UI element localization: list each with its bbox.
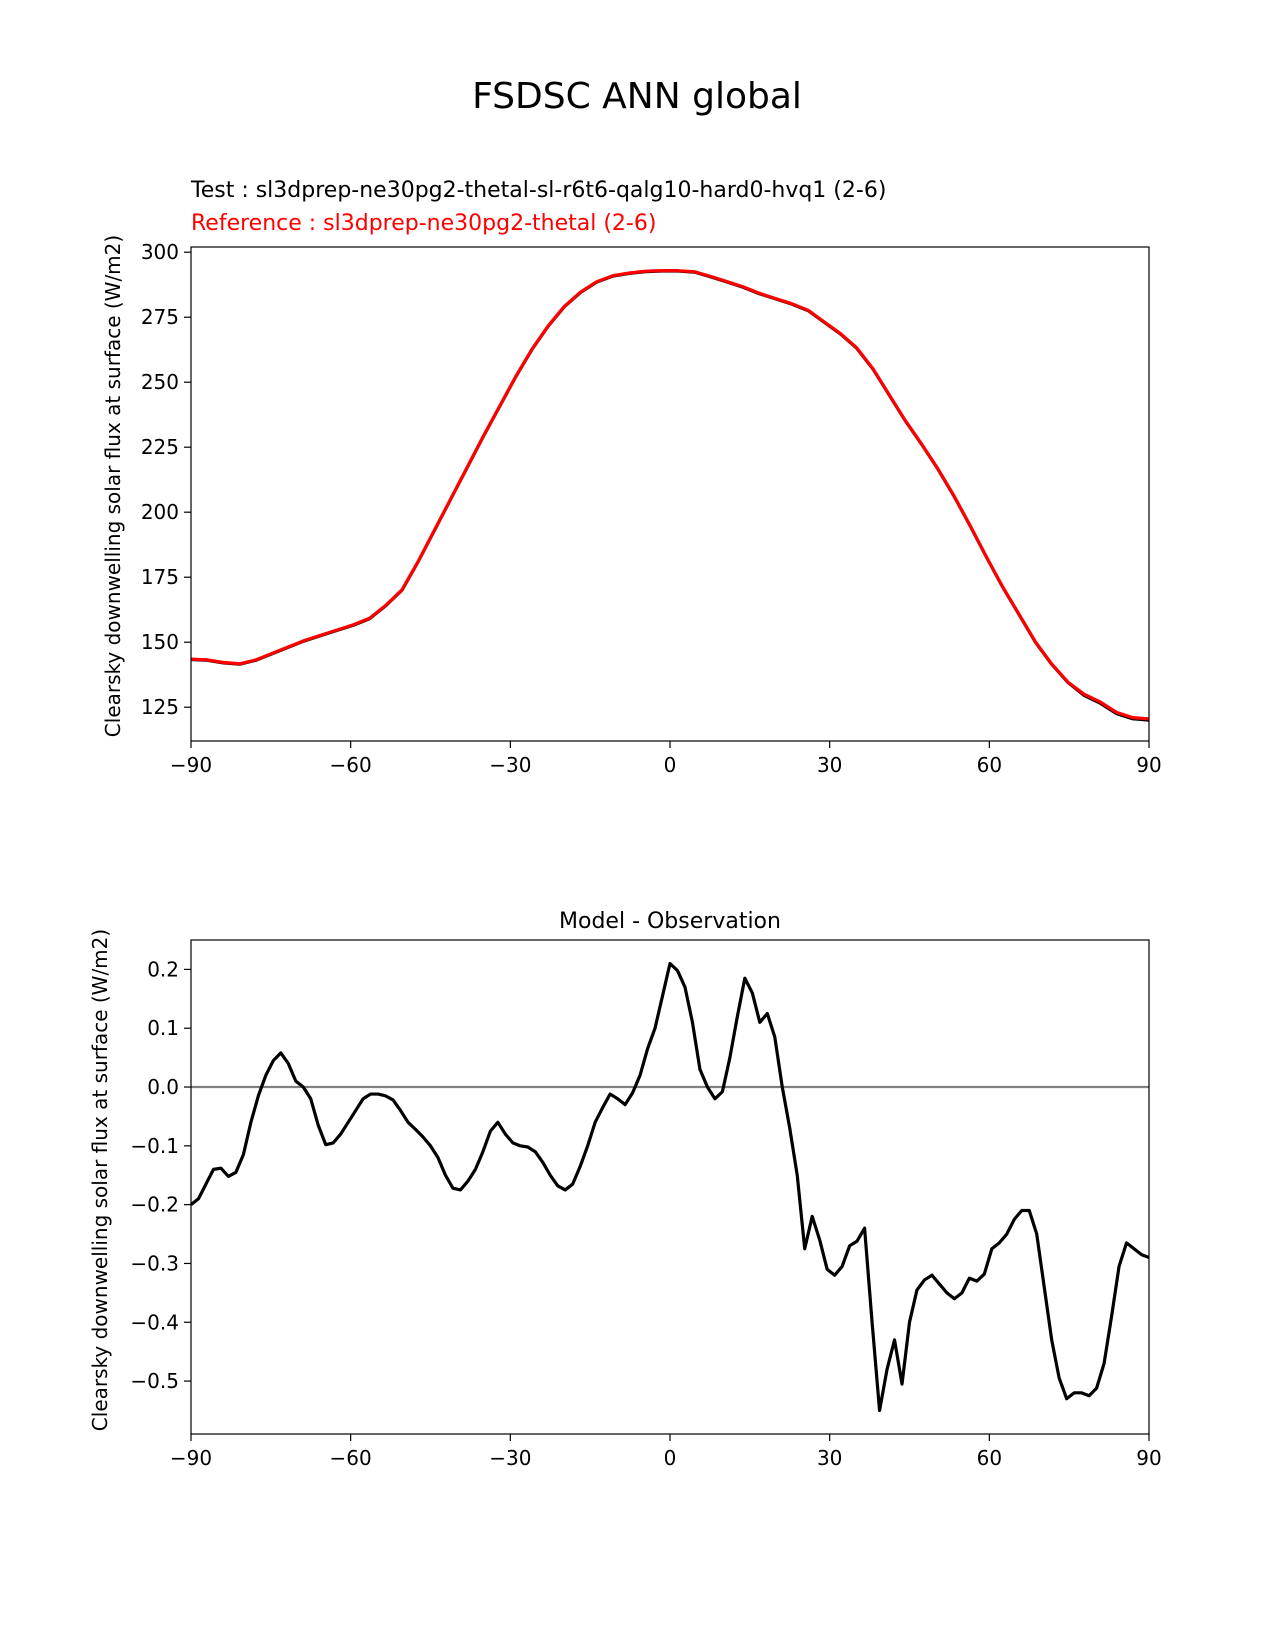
y-tick-label: −0.2 [130, 1193, 179, 1217]
x-tick-label: 90 [1136, 1446, 1161, 1470]
x-tick-label: 30 [817, 1446, 842, 1470]
x-tick-label: −90 [170, 1446, 212, 1470]
test-label: Test : sl3dprep-ne30pg2-thetal-sl-r6t6-q… [190, 178, 886, 203]
x-tick-label: 30 [817, 753, 842, 777]
bottom-title: Model - Observation [559, 909, 781, 934]
y-tick-label: 300 [141, 240, 179, 264]
top-ylabel: Clearsky downwelling solar flux at surfa… [101, 235, 125, 737]
x-tick-label: 0 [664, 1446, 677, 1470]
reference-label: Reference : sl3dprep-ne30pg2-thetal (2-6… [191, 211, 656, 236]
y-tick-label: 275 [141, 305, 179, 329]
top-panel: Test : sl3dprep-ne30pg2-thetal-sl-r6t6-q… [101, 178, 1162, 777]
y-tick-label: 0.1 [147, 1016, 179, 1040]
x-tick-label: −90 [170, 753, 212, 777]
x-tick-label: −30 [489, 1446, 531, 1470]
x-tick-label: −30 [489, 753, 531, 777]
bottom-ylabel: Clearsky downwelling solar flux at surfa… [88, 929, 112, 1431]
figure-suptitle: FSDSC ANN global [472, 76, 802, 117]
y-tick-label: 200 [141, 500, 179, 524]
y-tick-label: 0.0 [147, 1075, 179, 1099]
y-tick-label: 0.2 [147, 957, 179, 981]
x-tick-label: −60 [330, 1446, 372, 1470]
bottom-panel: Model - Observation Clearsky downwelling… [88, 909, 1162, 1470]
x-tick-label: 0 [664, 753, 677, 777]
difference-series-line [190, 961, 1150, 1413]
test-series-line [190, 269, 1150, 722]
x-tick-label: 60 [977, 753, 1002, 777]
reference-series-line [190, 269, 1150, 721]
y-tick-label: 225 [141, 435, 179, 459]
y-tick-label: 175 [141, 565, 179, 589]
y-tick-label: 150 [141, 630, 179, 654]
y-tick-label: −0.1 [130, 1134, 179, 1158]
x-tick-label: 60 [977, 1446, 1002, 1470]
y-tick-label: −0.4 [130, 1310, 179, 1334]
y-tick-label: 125 [141, 695, 179, 719]
y-tick-label: −0.3 [130, 1251, 179, 1275]
bottom-axes-frame [190, 939, 1150, 1435]
x-tick-label: −60 [330, 753, 372, 777]
y-tick-label: −0.5 [130, 1369, 179, 1393]
y-tick-label: 250 [141, 370, 179, 394]
x-tick-label: 90 [1136, 753, 1161, 777]
top-axes-frame [190, 246, 1150, 742]
